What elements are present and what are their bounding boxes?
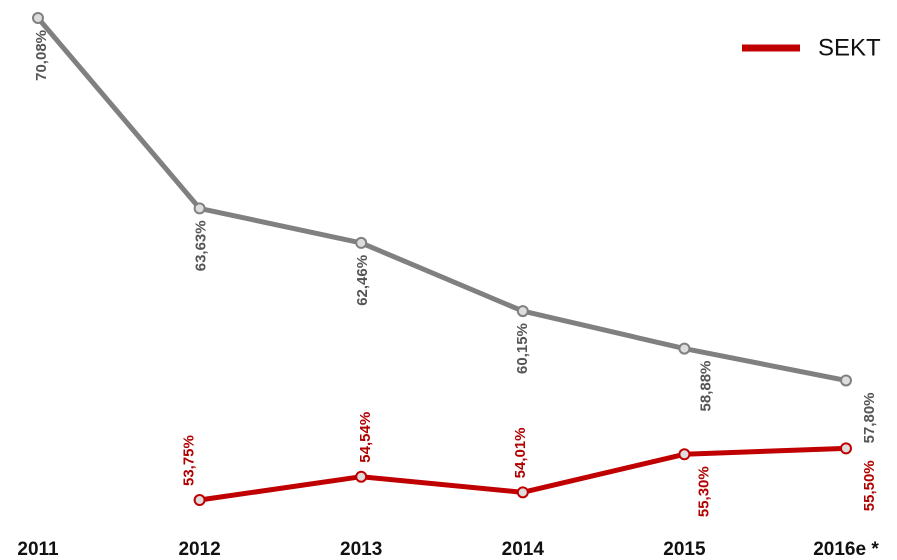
data-point <box>355 236 368 249</box>
x-tick-label: 2012 <box>178 539 220 560</box>
legend-label: SEKT <box>818 34 881 61</box>
value-label: 57,80% <box>861 392 878 443</box>
data-point <box>355 470 368 483</box>
data-point <box>193 494 206 507</box>
series-line <box>36 16 847 383</box>
x-tick-label: 2015 <box>663 539 706 560</box>
value-label: 63,63% <box>193 220 210 271</box>
value-label: 54,54% <box>357 412 374 463</box>
data-point <box>516 305 529 318</box>
value-label: 70,08% <box>33 30 50 81</box>
data-point <box>840 374 852 387</box>
data-point <box>32 11 44 24</box>
x-tick-label: 2014 <box>502 539 545 560</box>
data-point <box>678 448 691 461</box>
x-tick-label: 2013 <box>340 539 382 560</box>
value-label: 53,75% <box>181 435 198 486</box>
value-label: 58,88% <box>697 361 714 412</box>
value-label: 55,50% <box>861 460 878 511</box>
value-label: 54,01% <box>512 427 529 478</box>
data-point <box>516 486 529 499</box>
x-tick-label: 2016e * <box>813 539 879 560</box>
data-point <box>678 342 691 355</box>
value-label: 62,46% <box>354 255 371 306</box>
x-tick-label: 2011 <box>17 539 59 560</box>
data-point <box>193 202 206 215</box>
data-point <box>840 442 852 455</box>
value-label: 60,15% <box>514 323 531 374</box>
value-label: 55,30% <box>695 466 712 517</box>
